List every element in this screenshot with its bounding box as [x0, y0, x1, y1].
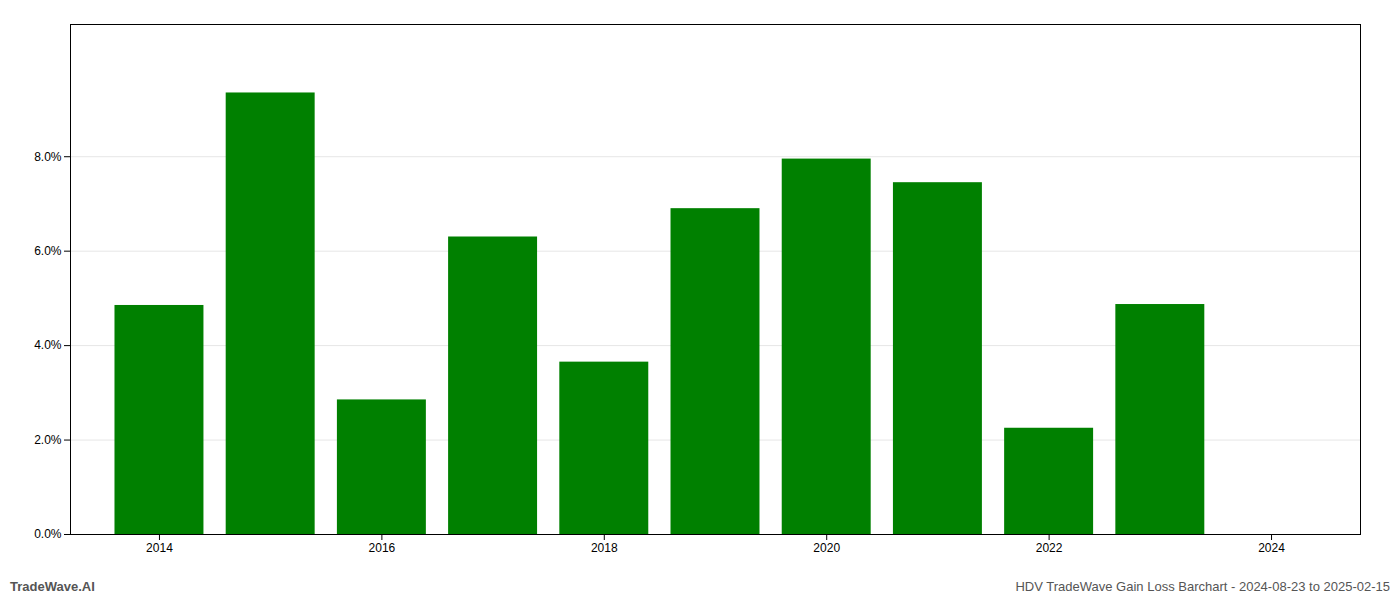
svg-text:4.0%: 4.0% — [34, 338, 62, 352]
html-text:TradeWave.AI: TradeWave.AI — [10, 579, 95, 594]
svg-text:2018: 2018 — [591, 541, 618, 555]
svg-text:8.0%: 8.0% — [34, 150, 62, 164]
svg-text:6.0%: 6.0% — [34, 244, 62, 258]
svg-text:2022: 2022 — [1036, 541, 1063, 555]
svg-text:2.0%: 2.0% — [34, 433, 62, 447]
html-text:HDV TradeWave Gain Loss Barcha: HDV TradeWave Gain Loss Barchart - 2024-… — [1015, 579, 1390, 594]
svg-text:2016: 2016 — [369, 541, 396, 555]
svg-text:2014: 2014 — [146, 541, 173, 555]
svg-text:2024: 2024 — [1258, 541, 1285, 555]
svg-text:0.0%: 0.0% — [34, 527, 62, 541]
svg-text:2020: 2020 — [813, 541, 840, 555]
